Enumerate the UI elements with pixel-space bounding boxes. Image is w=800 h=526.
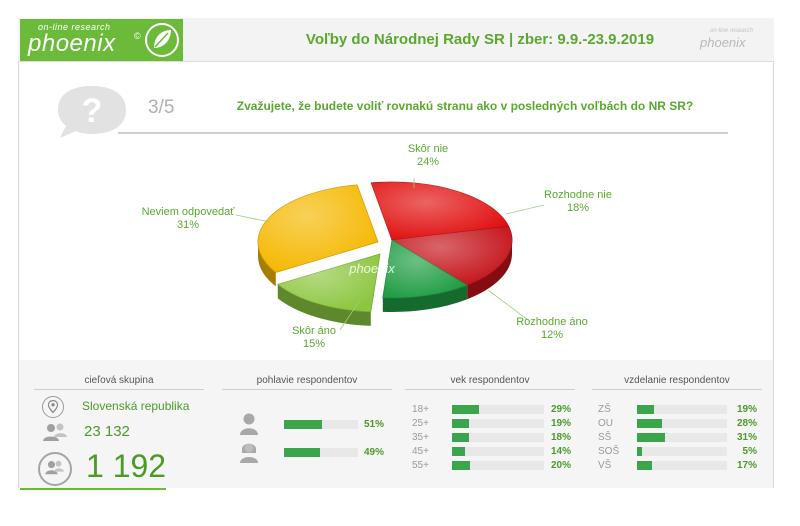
age-bar <box>452 405 479 414</box>
education-rule <box>592 389 762 390</box>
age-bar <box>452 447 465 456</box>
age-percent: 19% <box>550 418 571 429</box>
pie-value-label: 15% <box>303 338 325 350</box>
respondents-count: 1 192 <box>86 448 167 484</box>
age-label: 25+ <box>412 418 429 429</box>
pie-label: Skôr áno <box>292 325 336 337</box>
stats-accent-line <box>20 488 166 490</box>
target-group-rule <box>34 389 204 390</box>
education-title: vzdelanie respondentov <box>624 375 730 386</box>
education-bar-track <box>637 461 727 470</box>
age-bar <box>452 419 470 428</box>
female-icon <box>240 443 258 463</box>
age-label: 55+ <box>412 460 429 471</box>
pie-slice-highlight <box>382 240 468 298</box>
target-group-title: cieľová skupina <box>84 375 154 386</box>
age-bar-track <box>452 419 544 428</box>
pie-label: Rozhodne nie <box>544 189 612 201</box>
pie-leader-line <box>487 289 529 321</box>
phoenix-logo-small: phoenix <box>700 35 746 50</box>
education-bar <box>637 419 663 428</box>
copyright-icon: © <box>134 31 141 41</box>
pie-label: Neviem odpovedať <box>142 206 236 218</box>
age-bar-track <box>452 447 544 456</box>
gender-bar <box>284 420 322 429</box>
age-rule <box>405 389 575 390</box>
question-number: 3/5 <box>148 97 175 118</box>
location-pin-icon <box>42 396 64 418</box>
education-percent: 19% <box>736 404 757 415</box>
pie-leader-line <box>505 204 545 215</box>
age-percent: 29% <box>550 404 571 415</box>
pie-leader-line <box>235 214 271 223</box>
gender-percent: 51% <box>363 419 384 430</box>
pie-slice-highlight <box>258 184 378 273</box>
pie-leader-line <box>339 299 361 331</box>
leaf-icon <box>145 23 179 57</box>
education-bar <box>637 447 642 456</box>
pie-slice-side <box>277 284 371 326</box>
pie-value-label: 18% <box>567 202 589 214</box>
age-title: vek respondentov <box>450 375 530 386</box>
age-label: 45+ <box>412 446 429 457</box>
education-percent: 31% <box>736 432 757 443</box>
target-population: 23 132 <box>84 423 130 440</box>
pie-slice-highlight <box>371 182 509 240</box>
gender-bar <box>284 448 321 457</box>
gender-rule <box>222 389 392 390</box>
education-bar-track <box>637 447 727 456</box>
pie-value-label: 31% <box>177 219 199 231</box>
education-label: SOŠ <box>598 446 620 457</box>
age-bar-track <box>452 461 544 470</box>
gender-bar-track <box>284 420 358 429</box>
age-bar <box>452 433 469 442</box>
education-bar-track <box>637 433 727 442</box>
pie-slice-highlight <box>392 226 512 286</box>
pie-slice-side <box>467 240 512 300</box>
page-title: Voľby do Národnej Rady SR | zber: 9.9.-2… <box>305 31 655 48</box>
education-label: ZŠ <box>598 404 611 415</box>
pie-value-label: 24% <box>417 156 439 168</box>
population-icon <box>43 423 67 441</box>
education-label: VŠ <box>598 460 612 471</box>
age-percent: 18% <box>550 432 571 443</box>
age-bar-track <box>452 405 544 414</box>
gender-percent: 49% <box>363 447 384 458</box>
question-bubble-icon: ? <box>58 86 126 138</box>
education-percent: 5% <box>742 446 757 457</box>
target-region: Slovenská republika <box>82 399 190 413</box>
education-bar <box>637 433 665 442</box>
education-bar-track <box>637 405 727 414</box>
svg-text:?: ? <box>82 92 103 130</box>
education-bar <box>637 405 655 414</box>
age-percent: 20% <box>550 460 571 471</box>
education-label: OU <box>598 418 613 429</box>
logo-wordmark: phoenix <box>28 30 116 57</box>
age-bar-track <box>452 433 544 442</box>
education-bar-track <box>637 419 727 428</box>
pie-value-label: 12% <box>541 329 563 341</box>
education-percent: 28% <box>736 418 757 429</box>
logo-small-tagline: on-line research <box>710 28 754 34</box>
pie-label: Rozhodne áno <box>516 316 588 328</box>
gender-title: pohlavie respondentov <box>256 375 358 386</box>
respondents-icon <box>38 452 72 486</box>
chart-watermark: phoenix <box>348 261 395 276</box>
age-label: 35+ <box>412 432 429 443</box>
age-percent: 14% <box>550 446 571 457</box>
age-bar <box>452 461 471 470</box>
education-percent: 17% <box>736 460 757 471</box>
education-label: SŠ <box>598 432 612 443</box>
pie-slice-highlight <box>277 254 380 312</box>
education-bar <box>637 461 653 470</box>
logo-tagline: on-line research <box>38 22 111 32</box>
age-label: 18+ <box>412 404 429 415</box>
pie-label: Skôr nie <box>408 143 448 155</box>
question-text: Zvažujete, že budete voliť rovnakú stran… <box>236 99 694 113</box>
male-icon <box>240 413 258 435</box>
question-divider <box>118 132 728 134</box>
gender-bar-track <box>284 448 358 457</box>
